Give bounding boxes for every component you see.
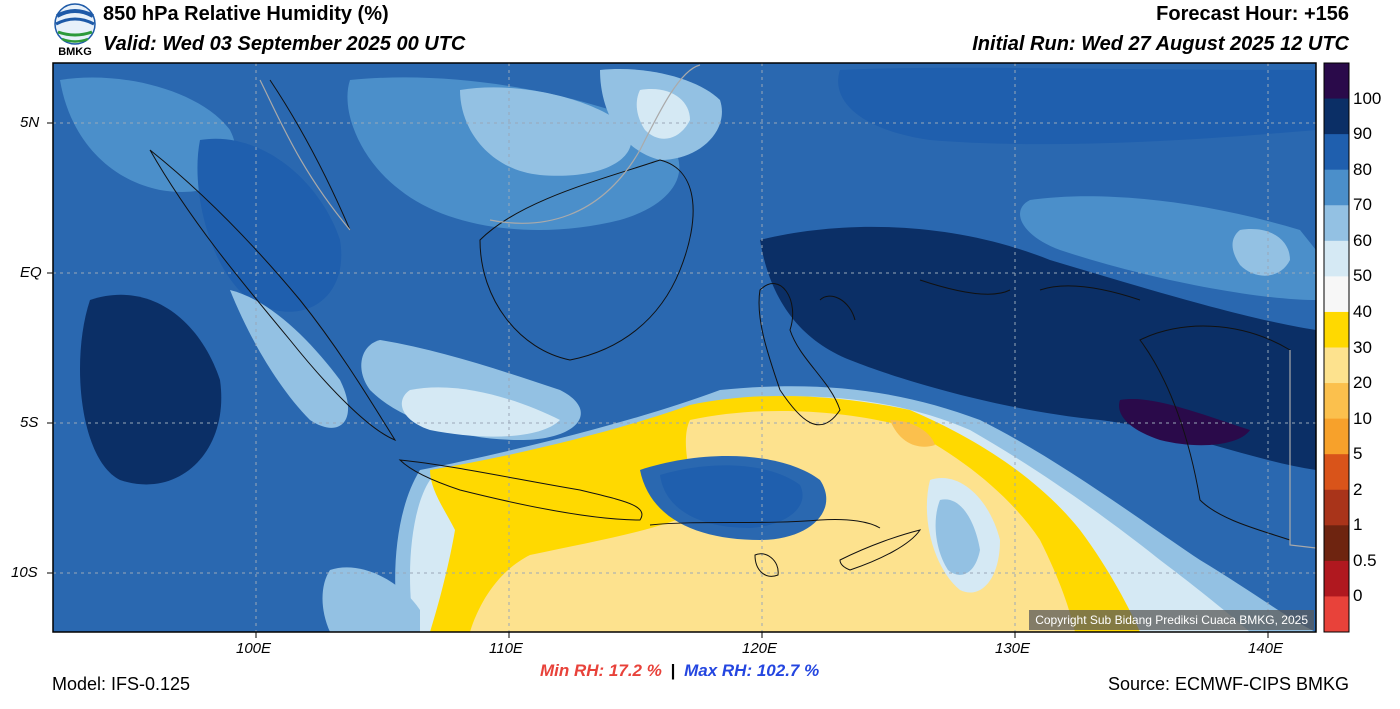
colorbar-frame — [1323, 62, 1350, 633]
colorbar-label: 80 — [1353, 159, 1372, 179]
colorbar-label: 20 — [1353, 373, 1372, 393]
logo-text: BMKG — [58, 46, 92, 58]
colorbar-label: 1 — [1353, 515, 1363, 535]
axis-ticks — [47, 122, 1269, 638]
colorbar-swatch — [1324, 205, 1349, 242]
stats-separator: | — [670, 661, 676, 680]
rh-field — [53, 63, 1316, 632]
colorbar-label: 30 — [1353, 337, 1372, 357]
colorbar-label: 2 — [1353, 479, 1363, 499]
colorbar-label: 0.5 — [1353, 550, 1377, 570]
lon-tick-120e: 120E — [742, 640, 778, 657]
lon-tick-110e: 110E — [489, 640, 523, 657]
colorbar-swatch — [1324, 347, 1349, 384]
graticule — [53, 63, 1316, 632]
colorbar-swatch — [1324, 525, 1349, 562]
colorbar-swatch — [1324, 418, 1349, 455]
colorbar-label: 10 — [1353, 408, 1372, 428]
colorbar-label: 90 — [1353, 124, 1372, 144]
colorbar-swatch — [1324, 240, 1349, 277]
valid-time: Valid: Wed 03 September 2025 00 UTC — [103, 33, 466, 55]
map-title: 850 hPa Relative Humidity (%) — [103, 3, 389, 25]
colorbar-label: 60 — [1353, 230, 1372, 250]
bmkg-logo: BMKG — [52, 2, 98, 60]
colorbar — [1323, 62, 1350, 633]
colorbar-label: 40 — [1353, 301, 1372, 321]
colorbar-swatch — [1324, 383, 1349, 420]
colorbar-label: 100 — [1353, 88, 1382, 108]
rh-stats: Min RH: 17.2 % | Max RH: 102.7 % — [540, 661, 819, 681]
colorbar-label: 5 — [1353, 444, 1363, 464]
source-label: Source: ECMWF-CIPS BMKG — [1107, 674, 1349, 694]
colorbar-swatch — [1324, 276, 1349, 313]
colorbar-swatch — [1324, 311, 1349, 348]
colorbar-label: 70 — [1353, 195, 1372, 215]
lat-tick-eq: EQ — [20, 264, 42, 281]
lon-tick-130e: 130E — [995, 640, 1031, 657]
lat-tick-5n: 5N — [20, 114, 40, 131]
borders — [259, 64, 1316, 549]
colorbar-swatch — [1324, 596, 1349, 633]
colorbar-label: 0 — [1353, 586, 1363, 606]
forecast-hour: Forecast Hour: +156 — [1156, 3, 1349, 25]
colorbar-swatch — [1324, 489, 1349, 526]
colorbar-swatch — [1324, 98, 1349, 135]
bmkg-logo-icon — [54, 3, 96, 45]
colorbar-swatch — [1324, 454, 1349, 491]
colorbar-swatch — [1324, 560, 1349, 597]
copyright-notice: Copyright Sub Bidang Prediksi Cuaca BMKG… — [1029, 610, 1314, 630]
max-rh: Max RH: 102.7 % — [684, 661, 820, 680]
colorbar-label: 50 — [1353, 266, 1372, 286]
lon-tick-100e: 100E — [236, 640, 272, 657]
map-frame — [52, 62, 1317, 633]
initial-run: Initial Run: Wed 27 August 2025 12 UTC — [972, 33, 1349, 55]
coastlines — [149, 79, 1291, 577]
lat-tick-5s: 5S — [20, 414, 39, 431]
lat-tick-10s: 10S — [11, 564, 38, 581]
colorbar-swatch — [1324, 169, 1349, 206]
colorbar-swatch — [1324, 63, 1349, 100]
colorbar-swatch — [1324, 134, 1349, 171]
lon-tick-140e: 140E — [1248, 640, 1284, 657]
min-rh: Min RH: 17.2 % — [540, 661, 662, 680]
model-label: Model: IFS-0.125 — [52, 674, 191, 694]
